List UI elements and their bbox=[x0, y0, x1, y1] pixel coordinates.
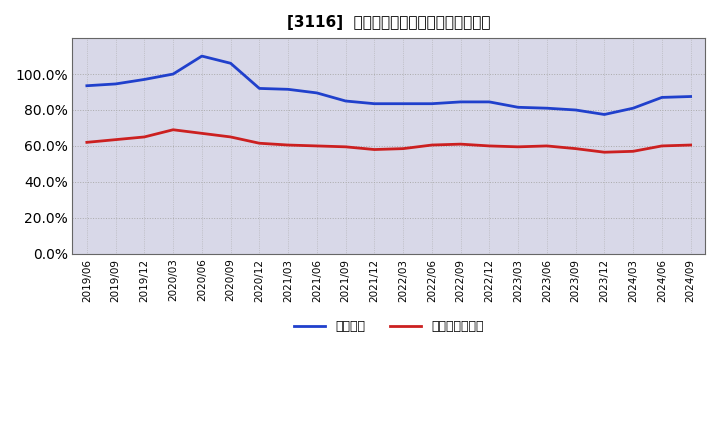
固定長期適合率 bbox=[629, 149, 637, 154]
固定比率 bbox=[514, 105, 523, 110]
固定長期適合率 bbox=[312, 143, 321, 149]
Line: 固定長期適合率: 固定長期適合率 bbox=[87, 130, 690, 152]
固定比率 bbox=[168, 71, 177, 77]
固定比率 bbox=[686, 94, 695, 99]
固定比率 bbox=[312, 90, 321, 95]
固定比率 bbox=[197, 53, 206, 59]
固定比率 bbox=[341, 99, 350, 104]
固定比率 bbox=[140, 77, 149, 82]
固定比率 bbox=[629, 106, 637, 111]
固定長期適合率 bbox=[600, 150, 608, 155]
固定比率 bbox=[83, 83, 91, 88]
固定長期適合率 bbox=[284, 143, 292, 148]
固定比率 bbox=[485, 99, 494, 105]
固定比率 bbox=[112, 81, 120, 87]
固定比率 bbox=[399, 101, 408, 106]
固定長期適合率 bbox=[341, 144, 350, 150]
固定長期適合率 bbox=[226, 134, 235, 139]
Title: [3116]  固定比率、固定長期適合率の推移: [3116] 固定比率、固定長期適合率の推移 bbox=[287, 15, 490, 30]
固定長期適合率 bbox=[399, 146, 408, 151]
固定比率 bbox=[600, 112, 608, 117]
固定比率 bbox=[456, 99, 465, 105]
固定比率 bbox=[657, 95, 666, 100]
固定比率 bbox=[543, 106, 552, 111]
固定長期適合率 bbox=[514, 144, 523, 150]
固定比率 bbox=[226, 61, 235, 66]
固定比率 bbox=[370, 101, 379, 106]
固定長期適合率 bbox=[255, 141, 264, 146]
固定長期適合率 bbox=[485, 143, 494, 149]
Line: 固定比率: 固定比率 bbox=[87, 56, 690, 114]
固定長期適合率 bbox=[83, 139, 91, 145]
固定長期適合率 bbox=[112, 137, 120, 142]
固定比率 bbox=[284, 87, 292, 92]
固定長期適合率 bbox=[428, 143, 436, 148]
固定長期適合率 bbox=[370, 147, 379, 152]
固定長期適合率 bbox=[140, 134, 149, 139]
固定比率 bbox=[255, 86, 264, 91]
固定長期適合率 bbox=[168, 127, 177, 132]
固定長期適合率 bbox=[686, 143, 695, 148]
固定比率 bbox=[428, 101, 436, 106]
固定長期適合率 bbox=[657, 143, 666, 149]
固定長期適合率 bbox=[543, 143, 552, 149]
固定長期適合率 bbox=[571, 146, 580, 151]
Legend: 固定比率, 固定長期適合率: 固定比率, 固定長期適合率 bbox=[289, 315, 489, 338]
固定長期適合率 bbox=[197, 131, 206, 136]
固定比率 bbox=[571, 107, 580, 113]
固定長期適合率 bbox=[456, 142, 465, 147]
